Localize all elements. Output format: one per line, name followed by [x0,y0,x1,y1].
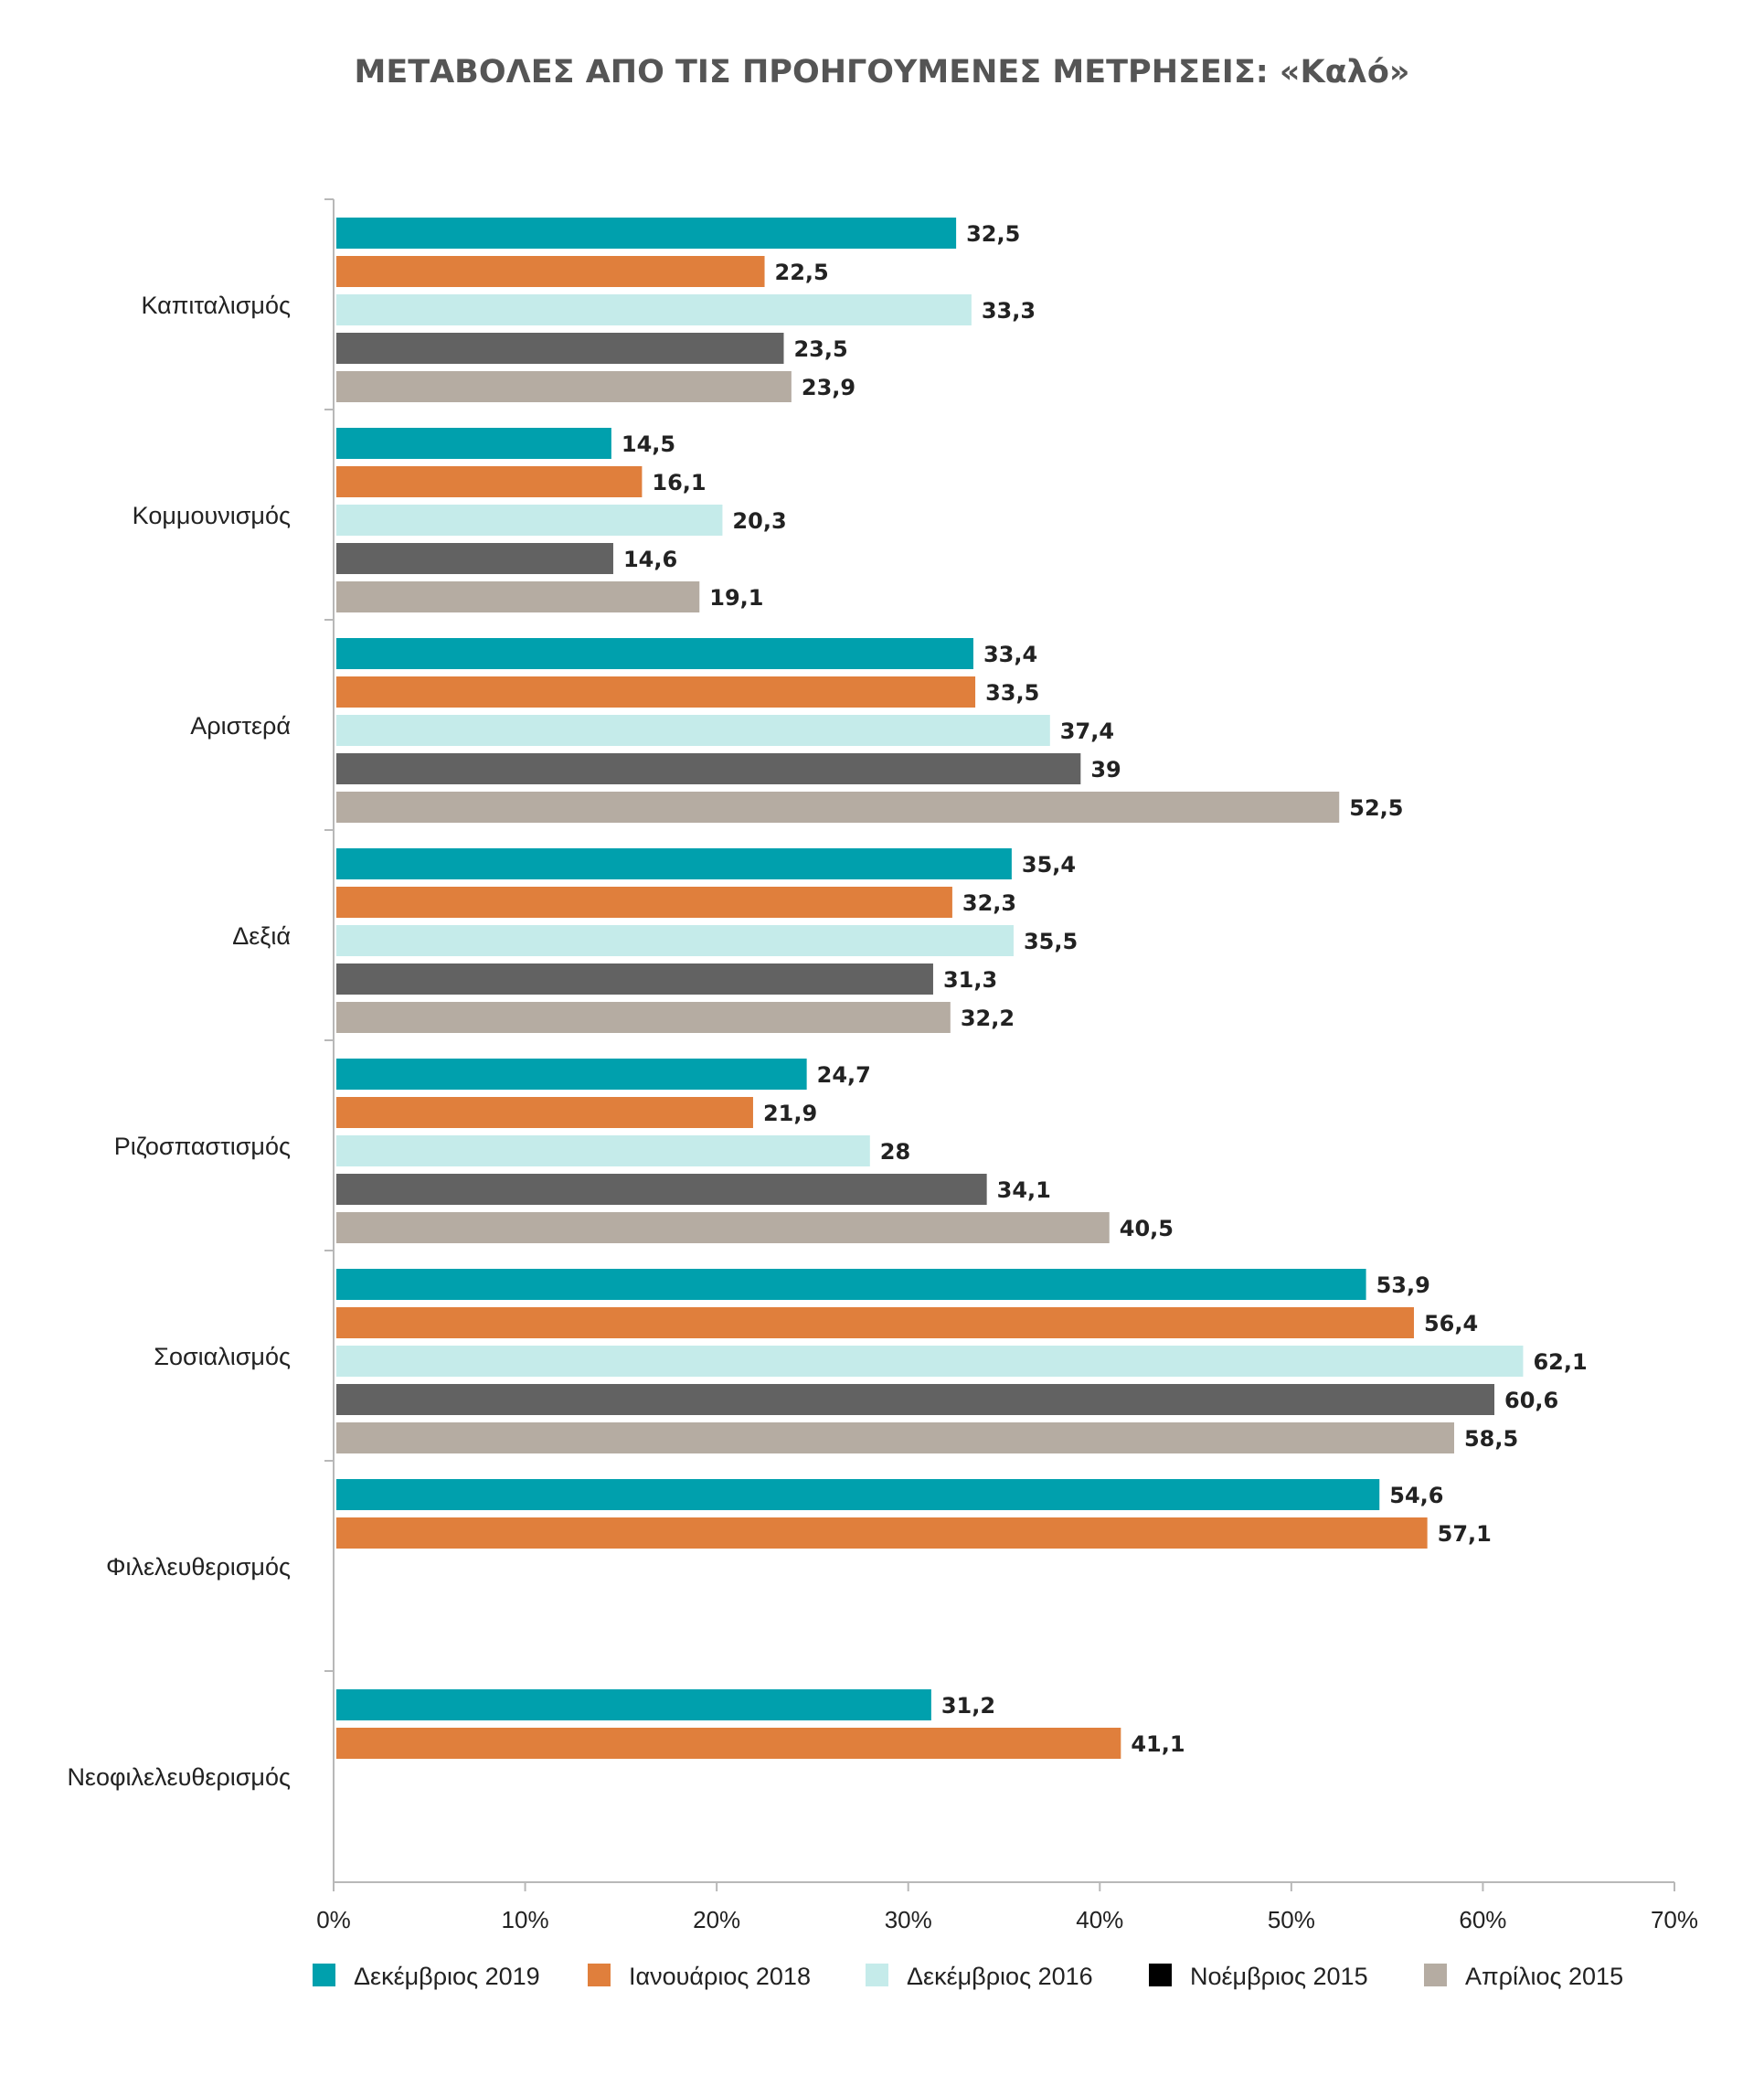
bar [336,1269,1366,1300]
x-tick-label: 60% [1459,1906,1506,1933]
bar [336,1097,753,1128]
legend: Δεκέμβριος 2019 Ιανουάριος 2018 Δεκέμβριος… [313,1963,1623,1990]
data-label: 56,4 [1424,1311,1478,1336]
category-label: Αριστερά [190,712,291,740]
legend-swatch [1424,1964,1447,1986]
bar [336,1002,951,1033]
plot-area: 0% 10% 20% 30% 40% 50% 60% 70% Καπιταλισμός 32,5 2… [67,198,1698,1933]
legend-swatch [313,1964,335,1986]
data-label: 54,6 [1389,1483,1443,1508]
bar [336,505,723,536]
data-label: 23,9 [802,375,855,400]
data-label: 31,3 [943,967,997,993]
bar [336,1517,1428,1549]
category-label: Καπιταλισμός [141,292,291,319]
bar [336,1059,807,1090]
data-label: 58,5 [1464,1426,1518,1452]
bar [336,925,1014,956]
bar [336,1174,987,1205]
x-tick-label: 10% [502,1906,549,1933]
data-label: 19,1 [709,585,763,611]
data-label: 31,2 [941,1693,995,1719]
legend-label: Δεκέμβριος 2019 [354,1963,540,1990]
category-label: Κομμουνισμός [133,502,291,529]
bar [336,676,976,708]
legend-swatch [1149,1964,1172,1986]
bar [336,792,1340,823]
bar [336,1384,1495,1415]
bar [336,887,952,918]
data-label: 32,5 [966,221,1020,247]
category-label: Νεοφιλελευθερισμός [67,1763,291,1791]
x-tick-label: 50% [1268,1906,1315,1933]
category-label: Δεξιά [232,922,291,950]
bar [336,638,973,669]
data-label: 35,5 [1024,929,1078,954]
bar [336,1728,1121,1759]
bar [336,753,1081,784]
data-label: 20,3 [732,508,786,534]
bar [336,1479,1380,1510]
data-label: 28 [880,1139,910,1165]
bar [336,1689,931,1720]
bar [336,294,972,325]
data-label: 14,5 [622,431,675,457]
bar [336,1422,1454,1453]
x-tick-label: 0% [316,1906,351,1933]
data-label: 16,1 [652,470,706,495]
category-label: Φιλελευθερισμός [106,1553,291,1581]
data-label: 33,5 [985,680,1039,706]
bar [336,371,792,402]
legend-label: Δεκέμβριος 2016 [907,1963,1093,1990]
x-tick-label: 40% [1076,1906,1123,1933]
data-label: 21,9 [763,1101,817,1126]
bar [336,256,765,287]
legend-label: Ιανουάριος 2018 [629,1963,811,1990]
bar [336,333,784,364]
legend-label: Νοέμβριος 2015 [1190,1963,1368,1990]
data-label: 32,2 [961,1006,1015,1031]
category-label: Σοσιαλισμός [154,1343,291,1370]
legend-swatch [866,1964,888,1986]
bar [336,466,643,497]
data-label: 14,6 [623,547,677,572]
bar [336,428,611,459]
bar [336,715,1050,746]
category-label: Ριζοσπαστισμός [114,1133,291,1160]
data-label: 41,1 [1131,1731,1185,1757]
x-tick-label: 20% [693,1906,740,1933]
legend-swatch [588,1964,611,1986]
x-tick-label: 30% [885,1906,932,1933]
data-label: 39 [1090,757,1121,782]
bar [336,848,1012,879]
data-label: 34,1 [997,1177,1051,1203]
data-label: 33,4 [983,642,1037,667]
data-label: 23,5 [793,336,847,362]
bar [336,1212,1110,1243]
data-label: 24,7 [817,1062,871,1088]
data-label: 62,1 [1533,1349,1587,1375]
bar [336,581,700,612]
bar [336,1346,1524,1377]
data-label: 52,5 [1349,795,1403,821]
data-label: 60,6 [1504,1388,1558,1413]
bar [336,543,613,574]
data-label: 35,4 [1022,852,1076,878]
data-label: 22,5 [775,260,829,285]
bar [336,1135,870,1166]
data-label: 40,5 [1120,1216,1174,1241]
bar [336,1307,1414,1338]
bar [336,218,957,249]
data-label: 32,3 [962,890,1016,916]
chart-title: ΜΕΤΑΒΟΛΕΣ ΑΠΟ ΤΙΣ ΠΡΟΗΓΟΥΜΕΝΕΣ ΜΕΤΡΗΣΕΙΣ… [354,54,1409,90]
data-label: 33,3 [982,298,1036,324]
data-label: 57,1 [1438,1521,1492,1547]
legend-label: Απρίλιος 2015 [1465,1963,1623,1990]
data-label: 37,4 [1060,719,1114,744]
bar [336,963,933,995]
data-label: 53,9 [1376,1272,1430,1298]
x-tick-label: 70% [1651,1906,1698,1933]
